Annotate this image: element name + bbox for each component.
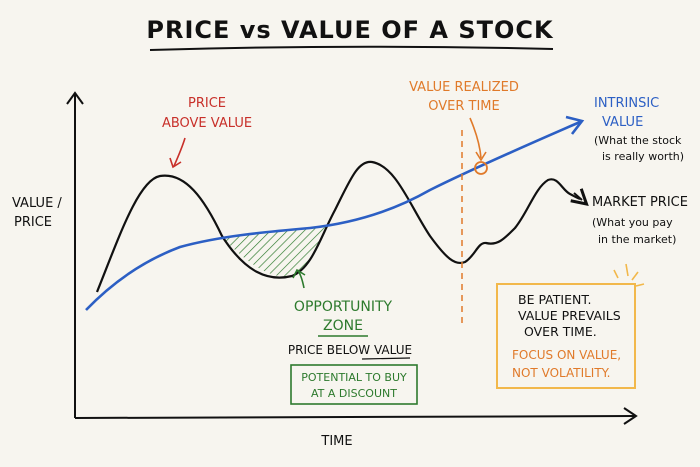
market-price-sub-line2: in the market) xyxy=(598,233,676,246)
price-above-arrowhead xyxy=(169,157,182,169)
note-line4: FOCUS ON VALUE, xyxy=(512,348,621,362)
x-axis-arrowhead xyxy=(623,407,638,425)
intrinsic-value-line xyxy=(85,120,581,311)
value-realized-arrowhead xyxy=(475,151,487,162)
potential-box xyxy=(290,364,418,405)
note-line2: VALUE PREVAILS xyxy=(518,308,621,323)
market-price-arrowhead xyxy=(570,188,589,206)
note-box xyxy=(496,283,636,389)
y-axis-label-line2: PRICE xyxy=(14,215,52,230)
y-axis-label-line1: VALUE / xyxy=(12,196,62,211)
opportunity-arrowhead xyxy=(292,268,306,279)
market-price-label: MARKET PRICE xyxy=(592,195,688,210)
opportunity-label-line2: ZONE xyxy=(323,318,363,334)
potential-label-line1: POTENTIAL TO BUY xyxy=(301,371,407,384)
value-realized-label-line2: OVER TIME xyxy=(428,99,499,114)
opportunity-label-line1: OPPORTUNITY xyxy=(294,299,393,315)
note-sparkle-icon xyxy=(613,263,645,287)
intrinsic-value-sub-line2: is really worth) xyxy=(602,150,684,163)
title-underline xyxy=(149,45,554,51)
potential-label-line2: AT A DISCOUNT xyxy=(311,387,397,400)
note-line3: OVER TIME. xyxy=(524,324,597,339)
value-realized-label-line1: VALUE REALIZED xyxy=(409,80,519,95)
market-price-line xyxy=(95,160,581,293)
price-above-label-line1: PRICE xyxy=(188,96,226,111)
x-axis-label: TIME xyxy=(320,434,352,449)
intrinsic-value-sub-line1: (What the stock xyxy=(594,134,682,147)
x-axis xyxy=(74,415,635,419)
note-line1: BE PATIENT. xyxy=(518,292,591,307)
price-above-label-line2: ABOVE VALUE xyxy=(162,116,252,131)
price-above-arrow xyxy=(173,137,186,167)
price-below-underline xyxy=(361,357,411,360)
y-axis-arrowhead xyxy=(66,91,84,105)
page-title: PRICE vs VALUE OF A STOCK xyxy=(146,16,554,44)
intrinsic-value-arrowhead xyxy=(565,115,585,135)
market-price-sub-line1: (What you pay xyxy=(592,216,673,229)
note-line5: NOT VOLATILITY. xyxy=(512,366,610,380)
intrinsic-value-label-line2: VALUE xyxy=(602,115,643,130)
intrinsic-value-label-line1: INTRINSIC xyxy=(594,96,659,111)
value-realized-marker xyxy=(474,161,488,175)
price-below-label: PRICE BELOW VALUE xyxy=(288,343,412,357)
value-realized-arrow xyxy=(469,117,482,159)
opportunity-zone-hatch xyxy=(222,227,326,277)
